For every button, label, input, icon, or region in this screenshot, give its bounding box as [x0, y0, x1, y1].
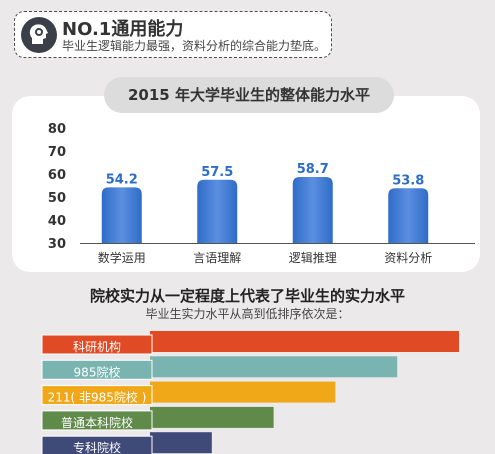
rank-label: 专科院校 — [73, 440, 121, 454]
chart-title: 2015 年大学毕业生的整体能力水平 — [104, 77, 394, 113]
rank-label-box — [41, 385, 153, 406]
rank-bar — [150, 381, 336, 403]
bar — [101, 187, 142, 243]
data-label: 53.8 — [392, 173, 424, 188]
y-tick-label: 70 — [48, 145, 66, 160]
rank-label-box — [41, 359, 153, 380]
rank-label-box — [41, 435, 153, 454]
rank-label: 985院校 — [74, 364, 121, 379]
bar — [292, 176, 333, 243]
rank-bar — [150, 432, 212, 454]
gear-head-icon — [21, 17, 57, 53]
bar — [197, 179, 238, 243]
section-subtitle: 毕业生实力水平从高到低排序依次是： — [145, 307, 350, 321]
header-title: NO.1通用能力 — [62, 19, 184, 40]
rank-label: 211( 非985院校 ) — [48, 390, 147, 405]
rank-label-box — [41, 334, 153, 355]
rank-bar — [150, 356, 398, 378]
x-tick-label: 资料分析 — [384, 251, 432, 265]
y-tick-label: 80 — [48, 122, 66, 137]
rank-label: 普通本科院校 — [61, 415, 133, 430]
x-tick-label: 言语理解 — [193, 251, 241, 265]
data-label: 57.5 — [201, 165, 233, 180]
header-subtitle: 毕业生逻辑能力最强，资料分析的综合能力垫底。 — [62, 39, 327, 53]
data-label: 58.7 — [297, 162, 329, 177]
x-tick-label: 数学运用 — [98, 250, 146, 265]
rank-label: 科研机构 — [73, 339, 121, 354]
header-box: NO.1通用能力 毕业生逻辑能力最强，资料分析的综合能力垫底。 — [14, 11, 332, 58]
y-tick-label: 50 — [48, 191, 66, 206]
y-tick-label: 30 — [48, 237, 66, 252]
rank-bar — [150, 331, 459, 352]
data-label: 54.2 — [106, 172, 138, 187]
section-title: 院校实力从一定程度上代表了毕业生的实力水平 — [89, 287, 405, 305]
bar — [388, 188, 429, 243]
y-tick-label: 40 — [48, 214, 66, 229]
y-tick-label: 60 — [48, 168, 66, 183]
rank-bar — [150, 406, 274, 428]
x-tick-label: 逻辑推理 — [289, 251, 337, 265]
rank-label-box — [41, 410, 153, 431]
